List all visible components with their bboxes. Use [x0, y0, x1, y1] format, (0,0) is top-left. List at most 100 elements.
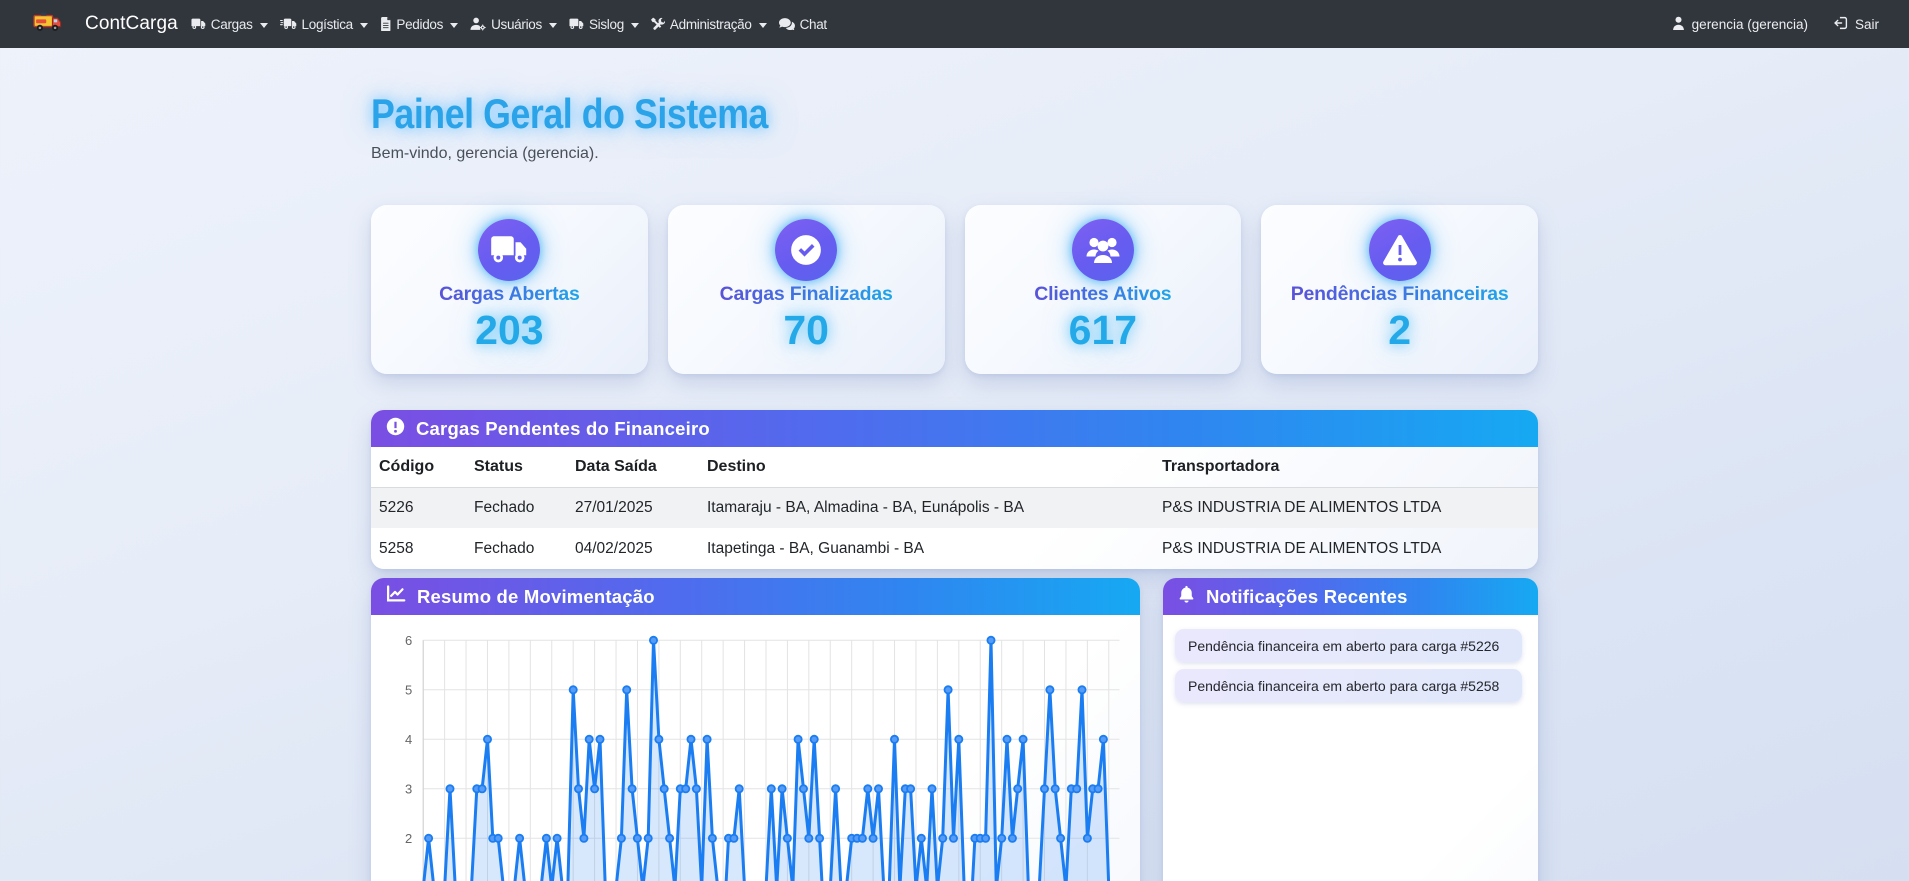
nav-item-usuarios[interactable]: Usuários: [464, 9, 563, 40]
stat-value: 2: [1388, 307, 1412, 353]
nav-item-label: Cargas: [210, 16, 253, 32]
nav-item-label: Logística: [301, 16, 354, 32]
nav-item-label: Administração: [669, 16, 752, 32]
column-header-destino: Destino: [699, 447, 1154, 488]
navbar: ContCarga Cargas: [0, 0, 1909, 48]
caret-down-icon: [548, 22, 557, 28]
pending-table-title: Cargas Pendentes do Financeiro: [416, 417, 710, 439]
cell-codigo: 5258: [379, 539, 414, 557]
nav-item-label: Pedidos: [396, 16, 444, 32]
stat-label: Pendências Financeiras: [1290, 283, 1509, 305]
truck-icon: [569, 18, 584, 31]
nav-item-administracao[interactable]: Administração: [645, 9, 773, 40]
notification-item[interactable]: Pendência financeira em aberto para carg…: [1175, 669, 1522, 702]
nav-menu: Cargas Logística: [185, 9, 1672, 40]
stat-card-cargas-abertas: Cargas Abertas 203: [371, 205, 648, 374]
notifications-list: Pendência financeira em aberto para carg…: [1163, 615, 1538, 720]
cell-destino: Itapetinga - BA, Guanambi - BA: [707, 539, 925, 557]
column-header-transportadora: Transportadora: [1154, 447, 1538, 488]
cell-transportadora: P&S INDUSTRIA DE ALIMENTOS LTDA: [1162, 498, 1442, 516]
svg-text:3: 3: [405, 781, 412, 796]
stat-value: 203: [475, 307, 544, 353]
stat-label: Cargas Finalizadas: [719, 283, 893, 305]
nav-item-label: Usuários: [491, 16, 542, 32]
stats-row: Cargas Abertas 203 Cargas Finalizadas 70: [371, 205, 1538, 374]
svg-text:5: 5: [405, 682, 412, 697]
page-title: Painel Geral do Sistema: [371, 90, 768, 137]
logout-icon: [1834, 16, 1848, 33]
bottom-row: Resumo de Movimentação 0123456 Notificaç…: [371, 578, 1538, 881]
pending-table: Código Status Data Saída Destino Transpo…: [371, 447, 1538, 569]
circle-exclamation-icon: [386, 417, 405, 441]
truck-fast-icon: [279, 18, 297, 31]
nav-user-label: gerencia (gerencia): [1691, 16, 1808, 32]
nav-item-pedidos[interactable]: Pedidos: [374, 9, 464, 40]
cell-data-saida: 27/01/2025: [575, 498, 653, 516]
svg-text:6: 6: [405, 633, 412, 648]
stat-label: Cargas Abertas: [439, 283, 580, 305]
stat-label: Clientes Ativos: [1034, 283, 1172, 305]
stat-value: 70: [783, 307, 829, 353]
chart-panel-header: Resumo de Movimentação: [371, 578, 1140, 615]
caret-down-icon: [259, 22, 268, 28]
notifications-title: Notificações Recentes: [1206, 585, 1408, 607]
cell-status: Fechado: [474, 498, 535, 516]
page-subtitle: Bem-vindo, gerencia (gerencia).: [371, 145, 599, 162]
brand-name: ContCarga: [85, 13, 178, 34]
users-icon: [1071, 219, 1134, 281]
notification-item[interactable]: Pendência financeira em aberto para carg…: [1175, 629, 1522, 662]
stat-card-clientes-ativos: Clientes Ativos 617: [964, 205, 1242, 374]
nav-item-label: Chat: [799, 16, 828, 32]
table-row[interactable]: 5258 Fechado 04/02/2025 Itapetinga - BA,…: [371, 528, 1538, 569]
notifications-panel: Notificações Recentes Pendência financei…: [1163, 578, 1538, 881]
svg-text:2: 2: [405, 831, 412, 846]
cell-transportadora: P&S INDUSTRIA DE ALIMENTOS LTDA: [1162, 539, 1442, 557]
stat-card-cargas-finalizadas: Cargas Finalizadas 70: [667, 205, 945, 374]
pending-table-panel: Cargas Pendentes do Financeiro Código St…: [371, 410, 1538, 569]
user-icon: [1672, 16, 1685, 33]
truck-icon: [478, 219, 541, 281]
stat-card-pendencias-financeiras: Pendências Financeiras 2: [1261, 205, 1538, 374]
nav-item-chat[interactable]: Chat: [773, 9, 833, 40]
caret-down-icon: [450, 22, 459, 28]
table-header-row: Código Status Data Saída Destino Transpo…: [371, 447, 1538, 488]
notifications-header: Notificações Recentes: [1163, 578, 1538, 615]
chart-panel: Resumo de Movimentação 0123456: [371, 578, 1140, 881]
nav-item-label: Sislog: [588, 16, 624, 32]
triangle-exclamation-icon: [1368, 219, 1431, 281]
circle-check-icon: [775, 219, 838, 281]
movement-chart: 0123456: [371, 615, 1140, 881]
pending-table-header: Cargas Pendentes do Financeiro: [371, 410, 1538, 447]
main-container: Painel Geral do Sistema Bem-vindo, geren…: [371, 90, 1538, 881]
truck-icon: [191, 18, 206, 31]
user-gear-icon: [470, 17, 486, 31]
nav-item-logistica[interactable]: Logística: [274, 9, 374, 40]
file-lines-icon: [380, 16, 392, 32]
brand[interactable]: ContCarga: [32, 8, 178, 40]
nav-item-cargas[interactable]: Cargas: [185, 9, 274, 40]
cell-data-saida: 04/02/2025: [575, 539, 653, 557]
table-row[interactable]: 5226 Fechado 27/01/2025 Itamaraju - BA, …: [371, 487, 1538, 528]
nav-item-sislog[interactable]: Sislog: [563, 9, 645, 40]
svg-text:4: 4: [405, 732, 412, 747]
bell-icon: [1178, 585, 1195, 608]
column-header-data-saida: Data Saída: [567, 447, 699, 488]
cell-codigo: 5226: [379, 498, 414, 516]
caret-down-icon: [758, 22, 767, 28]
chart-line-icon: [386, 585, 406, 608]
caret-down-icon: [630, 22, 639, 28]
line-chart: 0123456: [405, 633, 1120, 881]
column-header-codigo: Código: [371, 447, 466, 488]
logout-label: Sair: [1854, 16, 1879, 32]
caret-down-icon: [359, 22, 368, 28]
screwdriver-wrench-icon: [650, 17, 665, 31]
brand-truck-logo-icon: [32, 8, 63, 40]
chart-panel-title: Resumo de Movimentação: [417, 585, 655, 607]
cell-destino: Itamaraju - BA, Almadina - BA, Eunápolis…: [707, 498, 1025, 516]
logout-button[interactable]: Sair: [1834, 16, 1879, 33]
cell-status: Fechado: [474, 539, 535, 557]
nav-user[interactable]: gerencia (gerencia): [1672, 16, 1808, 33]
comments-icon: [778, 17, 795, 31]
navbar-right: gerencia (gerencia) Sair: [1672, 16, 1879, 33]
column-header-status: Status: [466, 447, 567, 488]
